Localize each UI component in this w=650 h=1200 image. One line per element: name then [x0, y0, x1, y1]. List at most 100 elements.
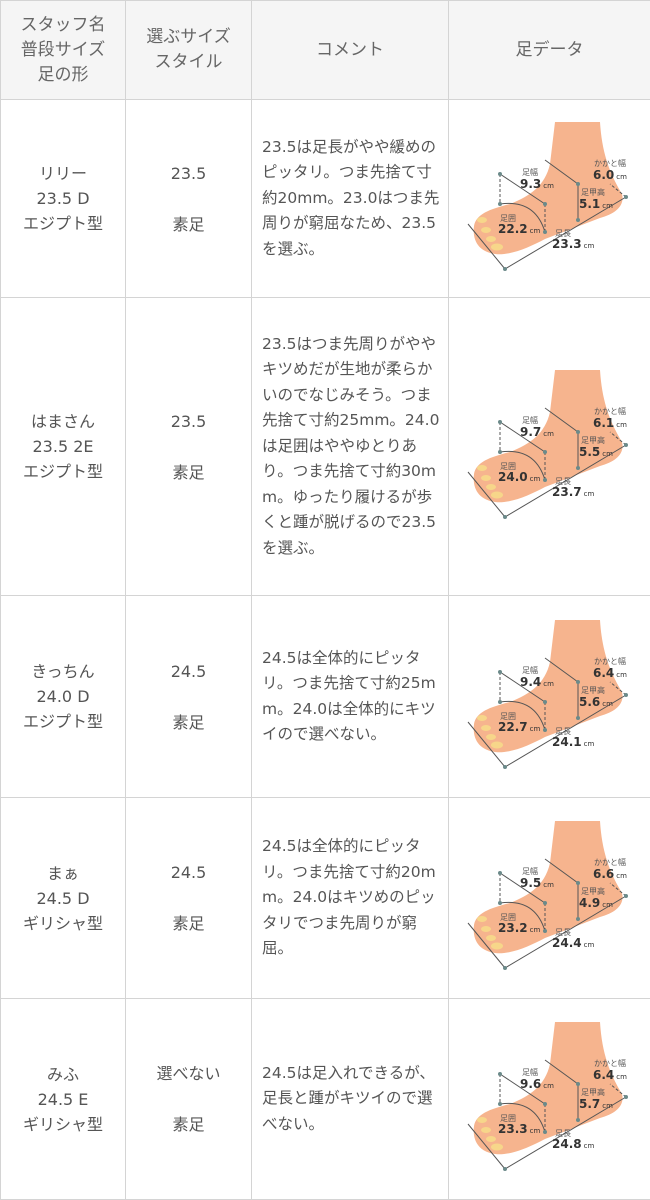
unit-label: cm: [543, 430, 554, 438]
staff-name: リリー: [2, 161, 124, 186]
comment-cell: 24.5は足入れできるが、足長と踵がキツイので選べない。: [252, 999, 449, 1200]
staff-cell: きっちん 24.0 D エジプト型: [1, 596, 126, 798]
measurement: 6.6: [593, 867, 614, 881]
heel-width-label: かかと幅: [594, 657, 626, 666]
style: 素足: [127, 710, 250, 735]
table-row: みふ 24.5 E ギリシャ型 選べない 素足 24.5は足入れできるが、足長と…: [1, 999, 650, 1200]
chosen-size: 24.5: [127, 860, 250, 885]
size-cell: 選べない 素足: [126, 999, 252, 1200]
staff-name: きっちん: [2, 659, 124, 684]
foot-shape: エジプト型: [2, 709, 124, 734]
measurement: 9.3: [520, 177, 541, 191]
measurement: 6.4: [593, 1068, 614, 1082]
unit-label: cm: [584, 490, 595, 498]
measurement: 23.3: [552, 237, 582, 251]
style: 素足: [127, 212, 250, 237]
measurement: 23.7: [552, 485, 582, 499]
unit-label: cm: [530, 475, 541, 483]
style: 素足: [127, 911, 250, 936]
header-size: 選ぶサイズ スタイル: [126, 1, 252, 100]
foot-width-label: 足幅: [522, 867, 538, 876]
foot-width-label: 足幅: [522, 666, 538, 675]
unit-label: cm: [602, 1102, 613, 1110]
unit-label: cm: [616, 1073, 627, 1081]
header-comment: コメント: [252, 1, 449, 100]
unit-label: cm: [602, 901, 613, 909]
header-line: スタッフ名: [2, 13, 124, 38]
measurement: 6.1: [593, 416, 614, 430]
unit-label: cm: [602, 700, 613, 708]
foot-illustration: [450, 612, 650, 782]
measurement: 24.4: [552, 936, 582, 950]
measurement: 9.5: [520, 876, 541, 890]
header-line: 普段サイズ: [2, 38, 124, 63]
measurement: 9.4: [520, 675, 541, 689]
unit-label: cm: [543, 1082, 554, 1090]
measurement: 24.1: [552, 735, 582, 749]
size-cell: 23.5 素足: [126, 100, 252, 298]
measurement: 5.7: [579, 1097, 600, 1111]
unit-label: cm: [602, 202, 613, 210]
usual-size: 24.0 D: [2, 684, 124, 709]
measurement: 9.7: [520, 425, 541, 439]
staff-cell: はまさん 23.5 2E エジプト型: [1, 298, 126, 596]
unit-label: cm: [530, 926, 541, 934]
foot-illustration: [450, 114, 650, 284]
unit-label: cm: [584, 740, 595, 748]
header-line: 足の形: [2, 63, 124, 88]
unit-label: cm: [584, 1142, 595, 1150]
header-line: 選ぶサイズ: [127, 25, 250, 50]
heel-width-label: かかと幅: [594, 1059, 626, 1068]
measurement: 24.0: [498, 470, 528, 484]
staff-cell: リリー 23.5 D エジプト型: [1, 100, 126, 298]
chosen-size: 選べない: [127, 1061, 250, 1086]
table-row: まぁ 24.5 D ギリシャ型 24.5 素足 24.5は全体的にピッタリ。つま…: [1, 798, 650, 999]
unit-label: cm: [530, 1127, 541, 1135]
foot-width-label: 足幅: [522, 1068, 538, 1077]
unit-label: cm: [616, 872, 627, 880]
measurement: 9.6: [520, 1077, 541, 1091]
unit-label: cm: [530, 725, 541, 733]
table-row: リリー 23.5 D エジプト型 23.5 素足 23.5は足長がやや緩めのピッ…: [1, 100, 650, 298]
unit-label: cm: [616, 173, 627, 181]
unit-label: cm: [602, 450, 613, 458]
measurement: 23.3: [498, 1122, 528, 1136]
instep-height-label: 足甲高: [581, 436, 605, 445]
measurement: 23.2: [498, 921, 528, 935]
usual-size: 24.5 E: [2, 1087, 124, 1112]
foot-shape: ギリシャ型: [2, 1112, 124, 1137]
foot-illustration: [450, 813, 650, 983]
staff-cell: まぁ 24.5 D ギリシャ型: [1, 798, 126, 999]
header-row: スタッフ名 普段サイズ 足の形 選ぶサイズ スタイル コメント 足データ: [1, 1, 650, 100]
foot-shape: エジプト型: [2, 211, 124, 236]
foot-illustration: [450, 362, 650, 532]
unit-label: cm: [584, 242, 595, 250]
unit-label: cm: [543, 182, 554, 190]
instep-height-label: 足甲高: [581, 686, 605, 695]
instep-height-label: 足甲高: [581, 1088, 605, 1097]
unit-label: cm: [584, 941, 595, 949]
measurement: 6.4: [593, 666, 614, 680]
header-foot-data: 足データ: [449, 1, 650, 100]
comment-cell: 24.5は全体的にピッタリ。つま先捨て寸約20mm。24.0はキツめのピッタリで…: [252, 798, 449, 999]
unit-label: cm: [530, 227, 541, 235]
